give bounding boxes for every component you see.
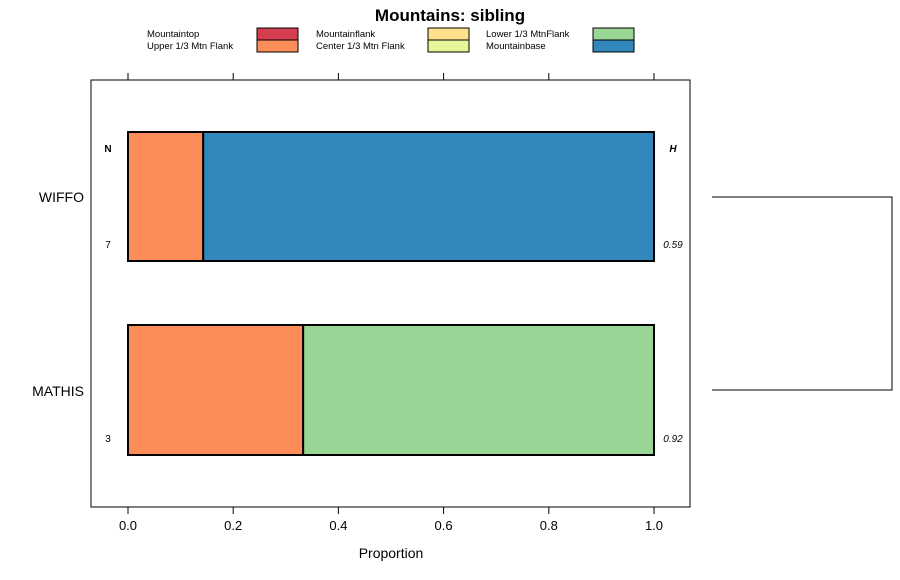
legend-label-center-1-3-mtn-flank: Center 1/3 Mtn Flank (316, 41, 405, 52)
legend-key-mountaintop (256, 27, 299, 41)
n-header: N (104, 144, 111, 155)
bars (127, 131, 656, 456)
plot-panel (90, 79, 691, 508)
x-tick-label: 1.0 (645, 518, 663, 533)
axes: 0.0 0.2 0.4 0.6 0.8 1.0 (119, 73, 663, 533)
legend-key-center-1-3-mtn-flank (427, 39, 470, 53)
bar-wiffo-mountainbase (202, 131, 656, 262)
legend-key-mountainbase (592, 39, 635, 53)
dendrogram (712, 196, 893, 391)
legend-label-mountaintop: Mountaintop (147, 29, 199, 40)
legend-key-lower-1-3-mtnflank (592, 27, 635, 41)
h-value: 0.59 (663, 240, 683, 251)
y-category-label: MATHIS (32, 383, 84, 399)
legend-label-mountainflank: Mountainflank (316, 29, 375, 40)
legend-label-upper-1-3-mtn-flank: Upper 1/3 Mtn Flank (147, 41, 233, 52)
y-category-label: WIFFO (39, 189, 84, 205)
x-tick-label: 0.0 (119, 518, 137, 533)
legend-key-mountainflank (427, 27, 470, 41)
legend-label-mountainbase: Mountainbase (486, 41, 546, 52)
h-header: H (669, 144, 677, 155)
x-axis-label: Proportion (359, 545, 424, 561)
bar-mathis-upper-1-3-mtn-flank (127, 324, 305, 456)
x-tick-label: 0.6 (435, 518, 453, 533)
bar-wiffo-upper-1-3-mtn-flank (127, 131, 205, 262)
dendrogram-link (712, 196, 893, 391)
annotations: N H WIFFO 7 0.59 MATHIS 3 0.92 (32, 144, 683, 445)
n-value: 7 (105, 240, 111, 251)
legend-label-lower-1-3-mtnflank: Lower 1/3 MtnFlank (486, 29, 570, 40)
x-tick-label: 0.4 (329, 518, 347, 533)
h-value: 0.92 (663, 434, 683, 445)
bar-mathis-lower-1-3-mtnflank (302, 324, 655, 456)
legend-key-upper-1-3-mtn-flank (256, 39, 299, 53)
x-tick-label: 0.2 (224, 518, 242, 533)
chart-title: Mountains: sibling (375, 6, 525, 25)
n-value: 3 (105, 434, 111, 445)
x-tick-label: 0.8 (540, 518, 558, 533)
